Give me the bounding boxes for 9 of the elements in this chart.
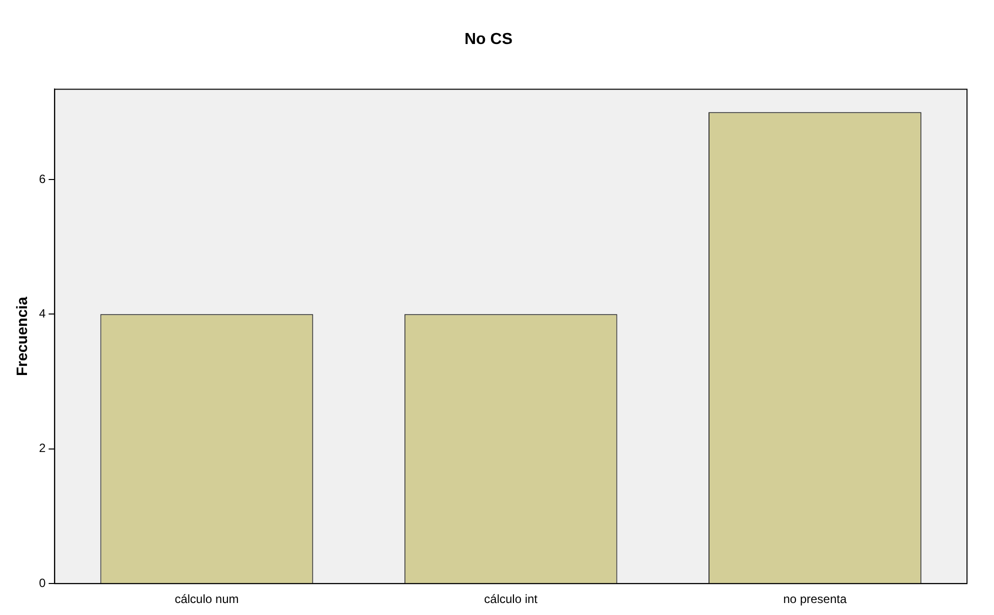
y-tick-label: 2 <box>38 441 46 456</box>
y-tick-label: 0 <box>38 576 46 590</box>
x-tick-label: cálculo int <box>484 592 538 606</box>
y-tick-label: 4 <box>38 306 46 320</box>
y-axis-title: Frecuencia <box>14 296 32 376</box>
chart-title: No CS <box>464 31 513 48</box>
x-tick-label: no presenta <box>783 592 847 606</box>
y-tick-label: 6 <box>38 172 46 186</box>
x-tick-label: cálculo num <box>174 592 239 606</box>
